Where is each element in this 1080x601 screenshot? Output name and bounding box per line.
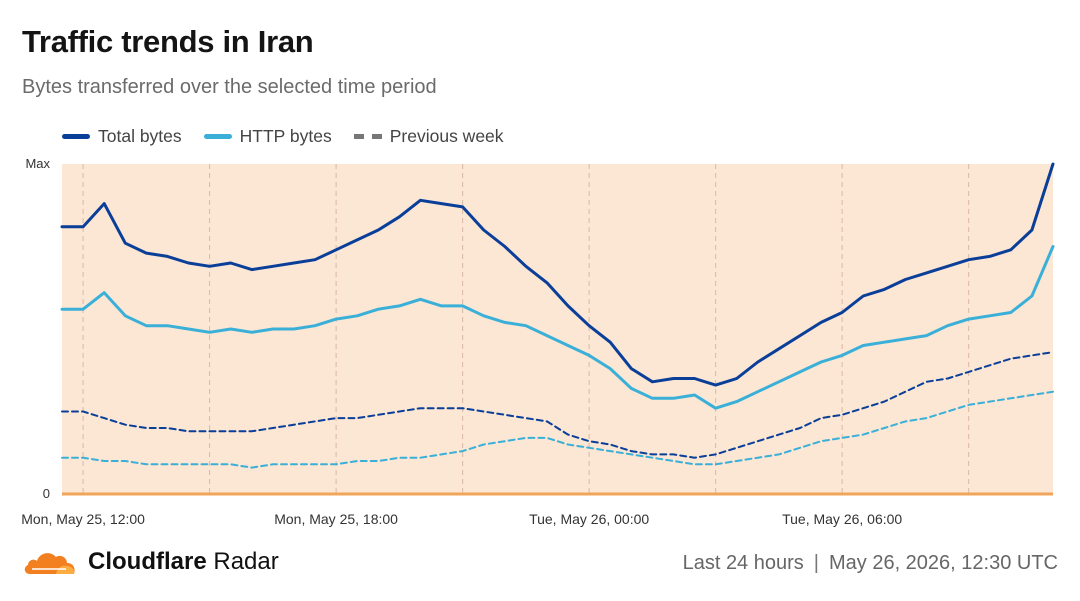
legend-swatch-total-bytes: [62, 134, 90, 139]
legend-item-http-bytes[interactable]: HTTP bytes: [203, 126, 332, 147]
legend-label-previous-week: Previous week: [389, 126, 504, 146]
cloudflare-cloud-icon: [24, 553, 75, 574]
left-edge-mask: [0, 502, 22, 535]
footer-info: Last 24 hours | May 26, 2026, 12:30 UTC: [683, 552, 1058, 575]
legend-label-http-bytes: HTTP bytes: [239, 126, 332, 146]
chart-title: Traffic trends in Iran: [22, 24, 314, 59]
chart-subtitle: Bytes transferred over the selected time…: [22, 76, 437, 98]
y-tick-label-max: Max: [25, 156, 50, 171]
series-line-http-bytes: [60, 245, 1055, 410]
legend-label-total-bytes: Total bytes: [98, 126, 182, 146]
time-range: Last 24 hours: [682, 552, 804, 574]
plot-background: [62, 164, 1053, 494]
traffic-line-chart: Max 0 Mon, May 25, 12:00 Mon, May 25, 18:00…: [0, 156, 1055, 535]
legend-item-total-bytes[interactable]: Total bytes: [62, 126, 182, 147]
x-tick-label-3: Tue, May 26, 06:00: [782, 511, 902, 527]
brand: Cloudflare Radar: [22, 548, 279, 576]
timestamp: May 26, 2026, 12:30 UTC: [828, 552, 1058, 574]
legend-swatch-previous-week: [353, 134, 382, 139]
brand-name-bold: Cloudflare: [88, 548, 207, 575]
x-tick-label-1: Mon, May 25, 18:00: [274, 511, 398, 527]
series-line-previous-week: [61, 351, 1054, 459]
y-tick-label-zero: 0: [43, 486, 50, 501]
series-line-total-bytes: [60, 162, 1055, 387]
x-tick-label-0: Mon, May 25, 12:00: [21, 511, 145, 527]
x-tick-label-2: Tue, May 26, 00:00: [529, 511, 649, 527]
series-line-previous-week-http: [61, 390, 1054, 469]
brand-name-rest: Radar: [213, 548, 279, 575]
footer-separator: |: [813, 552, 819, 574]
chart-legend: Total bytes HTTP bytes Previous week: [62, 126, 504, 147]
legend-item-previous-week[interactable]: Previous week: [353, 126, 504, 147]
legend-swatch-http-bytes: [203, 134, 232, 139]
